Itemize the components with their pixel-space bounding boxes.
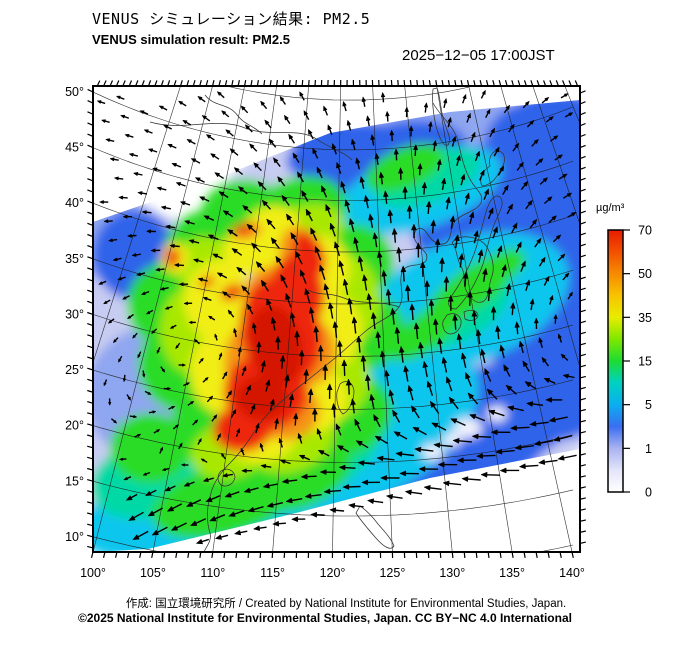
graticule xyxy=(93,86,580,552)
lat-tick-label: 30° xyxy=(65,308,84,322)
colorbar-tick-label: 35 xyxy=(638,311,652,325)
lat-tick-label: 50° xyxy=(65,85,84,99)
lon-tick-label: 110° xyxy=(200,566,225,580)
valid-timestamp: 2025−12−05 17:00JST xyxy=(402,47,555,64)
lon-tick-label: 120° xyxy=(320,566,346,580)
colorbar: 70 50 35 15 5 1 0 xyxy=(607,224,652,500)
colorbar-tick-label: 0 xyxy=(645,486,652,500)
lat-tick-label: 25° xyxy=(65,363,84,377)
lon-tick-label: 135° xyxy=(499,566,525,580)
lat-tick-label: 45° xyxy=(65,141,84,155)
lat-tick-label: 40° xyxy=(65,196,84,210)
lat-tick-label: 20° xyxy=(65,419,84,433)
lat-tick-label: 35° xyxy=(65,252,84,266)
colorbar-tick-label: 70 xyxy=(638,224,652,238)
lon-tick-label: 125° xyxy=(379,566,405,580)
colorbar-unit-label: µg/m³ xyxy=(596,202,625,214)
lon-tick-label: 100° xyxy=(80,566,106,580)
colorbar-tick-label: 15 xyxy=(638,355,652,369)
lon-tick-label: 130° xyxy=(439,566,465,580)
credit-line-1: 作成: 国立環境研究所 / Created by National Instit… xyxy=(125,598,567,610)
page-title-japanese: VENUS シミュレーション結果: PM2.5 xyxy=(92,10,371,28)
colorbar-gradient xyxy=(607,229,624,493)
wind-vector-arrows xyxy=(96,89,577,545)
colorbar-tick-label: 1 xyxy=(645,442,652,456)
lon-tick-label: 105° xyxy=(140,566,166,580)
page-title-english: VENUS simulation result: PM2.5 xyxy=(92,32,290,47)
copyright-line: ©2025 National Institute for Environment… xyxy=(78,611,572,625)
lon-tick-label: 115° xyxy=(260,566,285,580)
colorbar-tick-label: 50 xyxy=(638,267,652,281)
map-frame xyxy=(92,85,581,553)
lat-tick-label: 10° xyxy=(65,530,84,544)
axis-labels: 50° 45° 40° 35° 30° 25° 20° 15° 10° 100° 105° 110° 1… xyxy=(65,85,585,580)
lon-tick-label: 140° xyxy=(559,566,585,580)
lat-tick-label: 15° xyxy=(65,474,84,488)
colorbar-tick-label: 5 xyxy=(645,398,652,412)
